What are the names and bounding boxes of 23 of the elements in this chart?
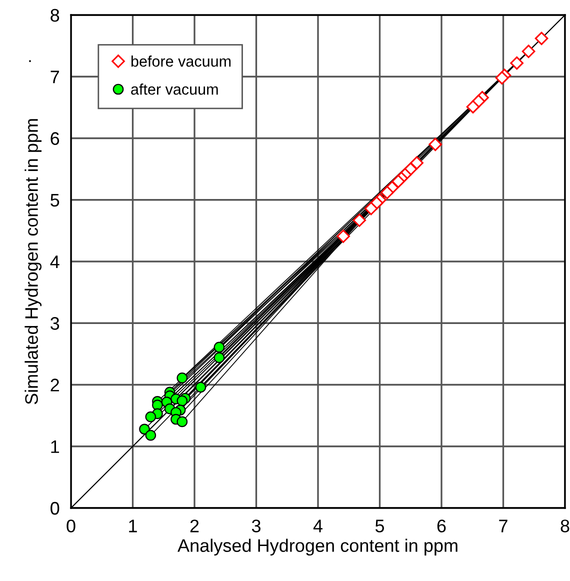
x-axis-title: Analysed Hydrogen content in ppm bbox=[178, 538, 458, 556]
y-tick-label: 6 bbox=[50, 132, 60, 145]
y-tick-label: 2 bbox=[50, 378, 59, 392]
y-tick-label: 1 bbox=[51, 440, 60, 453]
x-tick-label: 7 bbox=[499, 520, 508, 532]
x-tick-label: 2 bbox=[190, 520, 199, 532]
y-tick-label: 3 bbox=[50, 317, 60, 330]
y-tick-label: 7 bbox=[50, 70, 59, 84]
x-tick-label: 5 bbox=[375, 520, 384, 532]
x-tick-label: 4 bbox=[313, 520, 322, 532]
text: . bbox=[29, 60, 31, 62]
x-tick-label: 8 bbox=[560, 520, 570, 532]
x-tick-label: 3 bbox=[252, 520, 260, 532]
y-tick-label: 4 bbox=[50, 256, 60, 268]
legend-label: after vacuum bbox=[131, 84, 218, 95]
x-tick-label: 6 bbox=[437, 520, 446, 532]
x-tick-label: 0 bbox=[66, 520, 76, 532]
y-tick-label: 5 bbox=[50, 194, 60, 207]
y-tick-label: 0 bbox=[50, 502, 60, 515]
x-tick-label: 1 bbox=[129, 520, 137, 532]
y-tick-label: 8 bbox=[50, 8, 60, 22]
y-axis-title: Simulated Hydrogen content in ppm bbox=[24, 119, 42, 404]
legend-label: before vacuum bbox=[131, 56, 231, 67]
